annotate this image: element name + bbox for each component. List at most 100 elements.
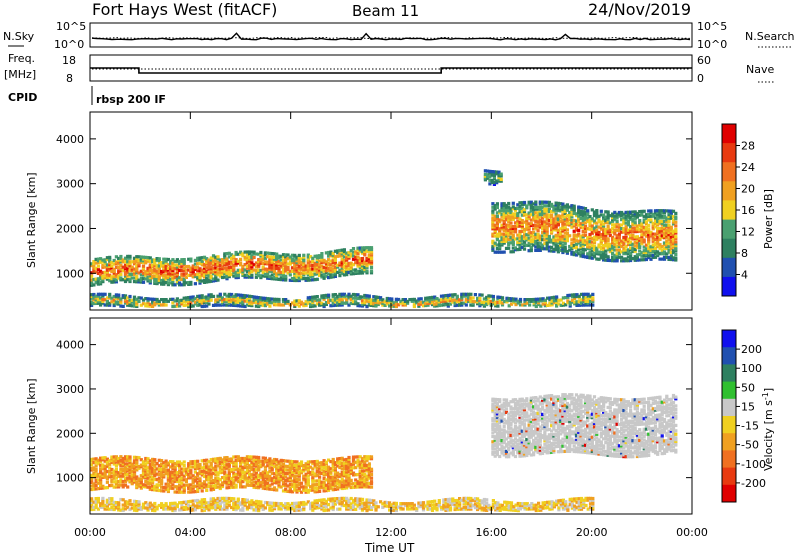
echo-cell bbox=[175, 265, 179, 269]
echo-cell bbox=[232, 302, 236, 306]
echo-cell bbox=[329, 298, 333, 302]
echo-cell bbox=[667, 218, 671, 222]
echo-cell bbox=[214, 485, 218, 489]
echo-cell bbox=[220, 465, 225, 469]
echo-cell bbox=[660, 227, 664, 231]
echo-cell bbox=[261, 486, 265, 490]
echo-cell bbox=[647, 230, 651, 235]
echo-cell bbox=[491, 221, 495, 225]
echo-cell bbox=[489, 300, 493, 304]
echo-cell bbox=[360, 249, 365, 254]
echo-cell bbox=[157, 478, 161, 482]
echo-cell bbox=[306, 490, 310, 494]
echo-cell bbox=[570, 293, 574, 297]
echo-cell bbox=[351, 300, 356, 304]
echo-cell bbox=[299, 262, 304, 266]
echo-cell bbox=[315, 295, 319, 299]
echo-cell bbox=[358, 250, 362, 254]
echo-cell bbox=[642, 233, 646, 237]
echo-cell bbox=[166, 472, 170, 476]
echo-cell bbox=[297, 467, 301, 471]
echo-cell bbox=[135, 264, 139, 268]
echo-cell bbox=[128, 262, 132, 266]
echo-cell bbox=[245, 457, 249, 461]
echo-cell bbox=[151, 484, 155, 488]
echo-cell bbox=[302, 488, 306, 492]
echo-cell bbox=[522, 242, 527, 246]
echo-cell bbox=[507, 218, 511, 222]
echo-cell bbox=[329, 268, 333, 272]
echo-cell bbox=[160, 480, 164, 484]
echo-cell bbox=[340, 472, 344, 476]
echo-cell bbox=[259, 465, 263, 469]
echo-cell bbox=[336, 270, 340, 274]
echo-cell bbox=[559, 230, 563, 234]
echo-cell bbox=[315, 254, 319, 258]
echo-cell bbox=[324, 478, 328, 482]
echo-cell bbox=[295, 488, 299, 492]
echo-cell bbox=[297, 268, 301, 272]
echo-cell bbox=[191, 490, 195, 494]
echo-cell bbox=[123, 476, 128, 480]
echo-cell bbox=[252, 300, 256, 304]
echo-cell bbox=[572, 233, 576, 237]
echo-cell bbox=[103, 270, 107, 274]
echo-cell bbox=[275, 479, 279, 483]
echo-cell bbox=[234, 300, 238, 304]
echo-cell bbox=[101, 294, 105, 298]
echo-cell bbox=[635, 215, 639, 219]
echo-cell bbox=[313, 297, 317, 301]
echo-cell bbox=[662, 227, 667, 231]
echo-cell bbox=[606, 210, 610, 214]
echo-cell bbox=[315, 466, 319, 471]
echo-cell bbox=[493, 218, 497, 222]
echo-cell bbox=[277, 478, 281, 482]
echo-cell bbox=[227, 271, 231, 275]
echo-cell bbox=[564, 303, 568, 307]
echo-cell bbox=[410, 299, 414, 303]
echo-cell bbox=[333, 274, 337, 278]
echo-cell bbox=[320, 462, 324, 467]
echo-cell bbox=[293, 278, 297, 283]
echo-cell bbox=[570, 245, 574, 249]
echo-cell bbox=[128, 474, 132, 479]
echo-cell bbox=[169, 272, 173, 276]
echo-cell bbox=[123, 272, 128, 276]
echo-cell bbox=[351, 257, 356, 261]
echo-cell bbox=[239, 460, 243, 464]
echo-cell bbox=[559, 227, 563, 231]
echo-cell bbox=[178, 276, 182, 280]
echo-cell bbox=[532, 301, 536, 305]
echo-cell bbox=[290, 259, 295, 263]
echo-cell bbox=[360, 257, 365, 261]
echo-cell bbox=[345, 466, 349, 470]
echo-cell bbox=[144, 462, 148, 466]
echo-cell bbox=[520, 210, 524, 214]
echo-cell bbox=[304, 474, 308, 478]
echo-cell bbox=[182, 267, 186, 271]
echo-cell bbox=[263, 296, 267, 300]
echo-cell bbox=[232, 270, 236, 275]
echo-cell bbox=[486, 176, 490, 180]
echo-cell bbox=[311, 476, 315, 480]
echo-cell bbox=[160, 469, 164, 473]
echo-cell bbox=[198, 294, 202, 298]
echo-cell bbox=[216, 478, 220, 482]
echo-cell bbox=[261, 470, 265, 474]
echo-cell bbox=[633, 235, 637, 239]
echo-cell bbox=[92, 471, 96, 475]
echo-cell bbox=[635, 228, 639, 232]
echo-cell bbox=[518, 204, 522, 208]
echo-cell bbox=[351, 292, 356, 297]
echo-cell bbox=[502, 227, 506, 231]
echo-cell bbox=[200, 482, 204, 486]
echo-cell bbox=[498, 227, 502, 231]
echo-cell bbox=[198, 478, 202, 483]
echo-cell bbox=[491, 212, 495, 217]
echo-cell bbox=[390, 301, 394, 305]
echo-cell bbox=[620, 239, 624, 243]
echo-cell bbox=[565, 206, 569, 210]
echo-cell bbox=[315, 256, 319, 260]
echo-cell bbox=[114, 464, 118, 468]
echo-cell bbox=[640, 251, 644, 255]
